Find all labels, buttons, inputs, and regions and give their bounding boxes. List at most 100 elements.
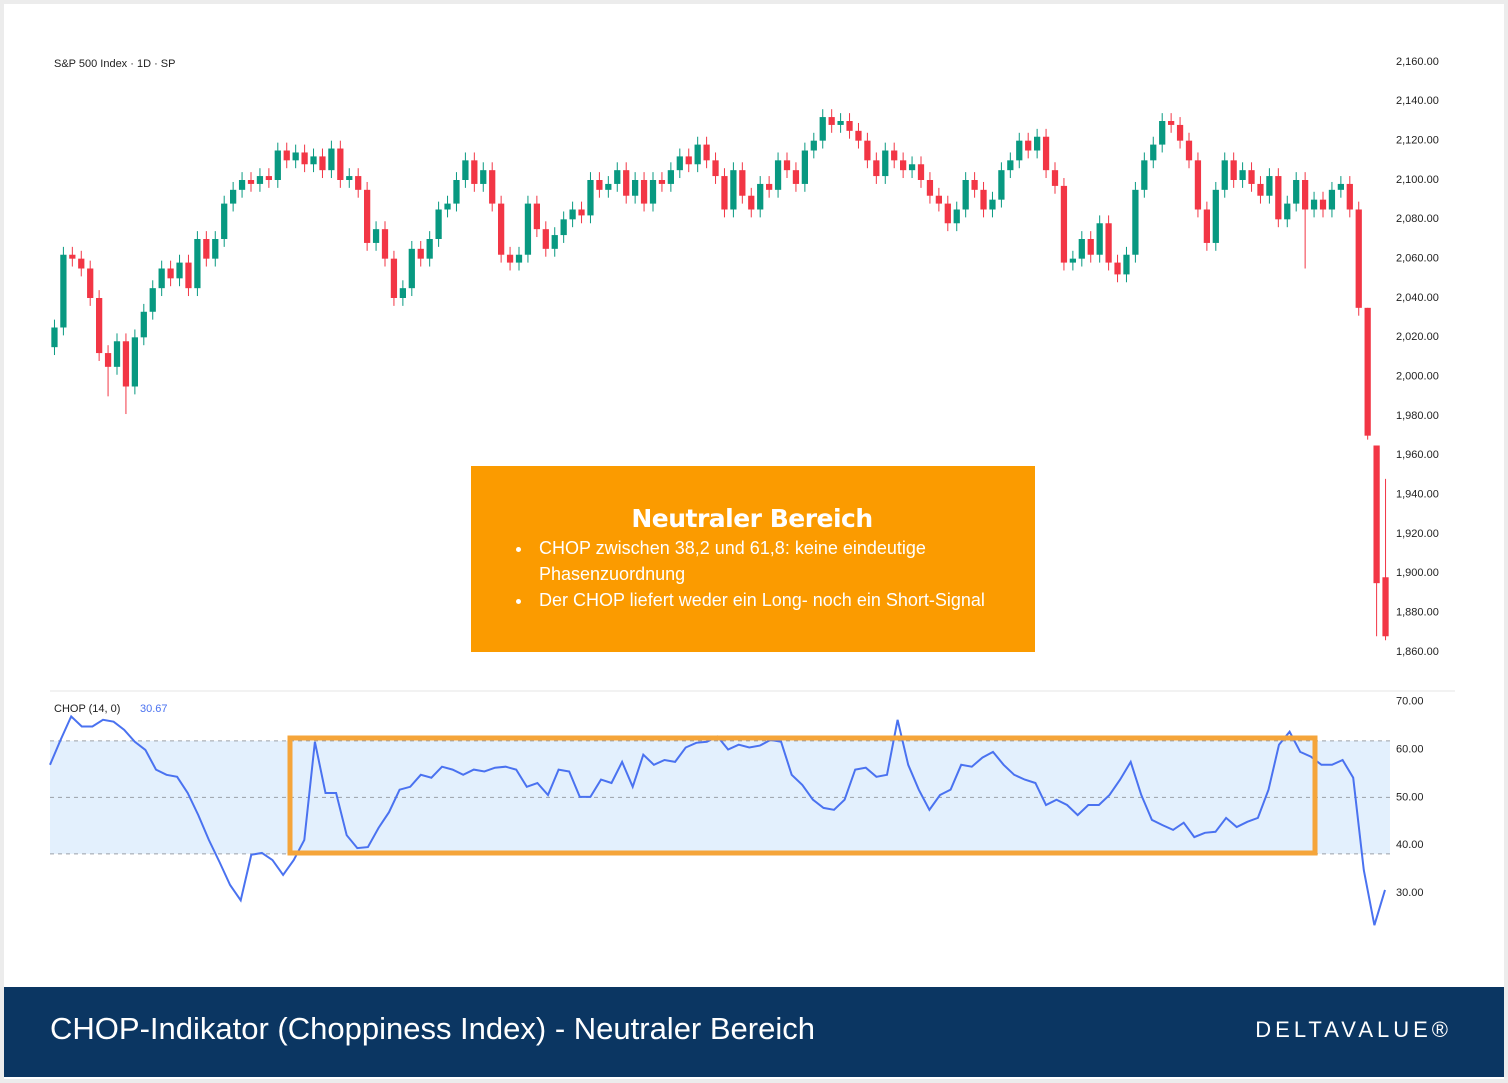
candle-body [614, 170, 621, 184]
candle-body [176, 262, 183, 279]
candle-body [256, 176, 264, 184]
chop-pane: 70.00 60.00 50.00 40.00 30.00 30.67 [49, 695, 1424, 926]
candle-body [1364, 307, 1371, 436]
candle-body [667, 170, 674, 184]
candle-body [471, 160, 478, 184]
candle-body [1016, 140, 1023, 161]
candle-body [1025, 140, 1032, 151]
y-tick-label: 70.00 [1396, 695, 1424, 707]
candle-body [569, 209, 576, 220]
candle-body [301, 152, 308, 165]
candle-body [1176, 124, 1184, 141]
candle-body [515, 254, 523, 263]
candle-body [203, 239, 210, 259]
y-tick-label: 2,060.00 [1396, 253, 1439, 265]
candle-body [426, 239, 433, 259]
candle-body [1203, 209, 1210, 243]
candle-body [435, 209, 442, 239]
y-tick-label: 2,100.00 [1396, 174, 1439, 186]
candle-body [980, 189, 987, 210]
candle-body [230, 189, 237, 204]
candle-body [399, 288, 406, 298]
candle-body [658, 180, 666, 184]
candle-body [676, 156, 683, 171]
candle-body [1373, 445, 1380, 584]
candle-body [1114, 262, 1121, 275]
candle-body [1141, 160, 1148, 190]
candle-body [1310, 199, 1318, 210]
candle-body [1185, 140, 1193, 161]
candle-body [605, 183, 612, 190]
y-tick-label: 1,880.00 [1396, 607, 1439, 619]
candle-body [292, 152, 299, 161]
candle-body [766, 183, 773, 190]
candle-body [1150, 144, 1157, 161]
candle-body [337, 148, 344, 180]
candle-body [69, 254, 76, 259]
candle-body [1159, 121, 1166, 145]
candle-body [158, 268, 165, 289]
candle-body [632, 180, 639, 196]
candle-body [319, 156, 326, 171]
candle-body [221, 203, 228, 239]
candle-body [1168, 121, 1175, 125]
candle-body [238, 180, 246, 190]
candle-body [1060, 185, 1068, 263]
y-tick-label: 2,120.00 [1396, 135, 1439, 147]
candle-body [185, 262, 192, 289]
annotation-box: Neutraler Bereich CHOP zwischen 38,2 und… [471, 466, 1035, 652]
candle-body [971, 180, 978, 190]
candle-body [524, 203, 532, 255]
candle-body [104, 353, 112, 367]
candle-body [1007, 160, 1014, 171]
candle-body [1302, 180, 1309, 210]
candle-body [783, 160, 791, 171]
candle-body [1248, 170, 1255, 184]
chart: S&P 500 Index · 1D · SP CHOP (14, 0) 2,1… [49, 56, 1455, 926]
candle-body [873, 160, 880, 177]
candle-body [1078, 239, 1085, 259]
candle-body [864, 140, 871, 161]
candle-body [462, 160, 469, 180]
candle-body [935, 195, 942, 204]
candle-body [212, 239, 219, 259]
candle-body [900, 160, 907, 171]
candle-body [1337, 183, 1344, 190]
candle-body [283, 150, 290, 161]
candle-body [1284, 203, 1291, 220]
candle-body [506, 254, 514, 263]
y-tick-label: 40.00 [1396, 839, 1424, 851]
annotation-bullet: CHOP zwischen 38,2 und 61,8: keine einde… [533, 535, 1005, 587]
candle-body [882, 150, 889, 177]
candle-body [149, 288, 156, 312]
candle-body [917, 164, 925, 180]
candle-body [792, 170, 800, 184]
candle-body [926, 180, 934, 196]
candle-body [757, 183, 764, 210]
candle-body [774, 160, 782, 190]
candle-body [1087, 239, 1094, 255]
candle-body [453, 180, 460, 204]
candle-body [1230, 160, 1237, 180]
candle-body [739, 170, 746, 196]
candle-body [489, 170, 496, 204]
candle-body [587, 180, 594, 216]
y-tick-label: 2,080.00 [1396, 213, 1439, 225]
candle-body [1275, 176, 1282, 220]
candle-body [498, 203, 505, 255]
candle-body [1132, 189, 1139, 255]
candle-body [265, 176, 272, 180]
candle-body [801, 150, 808, 184]
candle-body [1105, 223, 1112, 263]
y-tick-label: 50.00 [1396, 791, 1424, 803]
candle-body [989, 199, 996, 210]
candle-body [480, 170, 487, 184]
candle-body [649, 180, 657, 204]
candles: 2,160.00 2,140.00 2,120.00 2,100.00 2,080.00… [51, 56, 1439, 658]
candle-body [364, 189, 371, 243]
candle-body [87, 268, 94, 298]
candle-body [1194, 160, 1202, 210]
candle-body [1257, 183, 1264, 196]
candle-body [1096, 223, 1103, 255]
candle-body [1123, 254, 1130, 275]
